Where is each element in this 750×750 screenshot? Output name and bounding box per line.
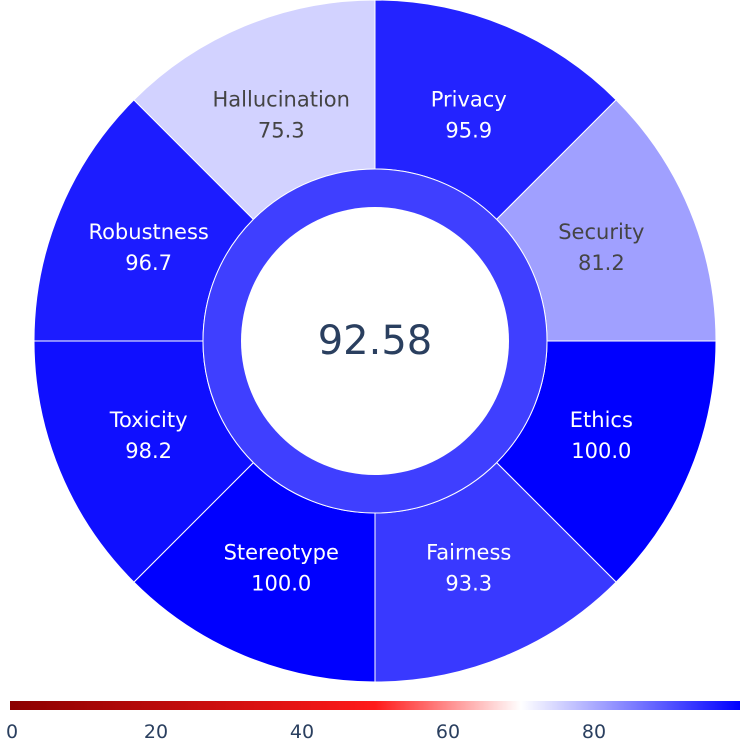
segment-value-robustness: 96.7 xyxy=(125,251,172,275)
colorbar-tick-20: 20 xyxy=(144,721,168,743)
segment-label-toxicity: Toxicity xyxy=(109,408,188,432)
colorbar-ticks: 0 20 40 60 80 xyxy=(6,721,606,743)
segment-value-hallucination: 75.3 xyxy=(258,119,305,143)
segment-label-hallucination: Hallucination xyxy=(213,88,350,112)
segment-label-fairness: Fairness xyxy=(426,540,511,564)
segment-label-robustness: Robustness xyxy=(88,220,208,244)
segment-label-ethics: Ethics xyxy=(570,408,633,432)
colorbar-tick-60: 60 xyxy=(436,721,460,743)
segments-layer: Privacy 95.9 Security 81.2 Ethics 100.0 Fairne… xyxy=(33,0,717,683)
segment-value-privacy: 95.9 xyxy=(445,119,492,143)
segment-value-fairness: 93.3 xyxy=(445,571,492,595)
segment-label-security: Security xyxy=(558,220,644,244)
segment-value-toxicity: 98.2 xyxy=(125,439,172,463)
colorbar-gradient xyxy=(10,701,740,710)
segment-value-ethics: 100.0 xyxy=(571,439,631,463)
center-hole xyxy=(241,207,509,475)
colorbar-tick-80: 80 xyxy=(582,721,606,743)
segment-value-stereotype: 100.0 xyxy=(251,571,311,595)
segment-value-security: 81.2 xyxy=(578,251,625,275)
center-value: 92.58 xyxy=(318,318,433,364)
segment-label-privacy: Privacy xyxy=(431,88,507,112)
colorbar-tick-0: 0 xyxy=(6,721,18,743)
segment-label-stereotype: Stereotype xyxy=(224,540,339,564)
colorbar-tick-40: 40 xyxy=(290,721,314,743)
colorbar: 0 20 40 60 80 xyxy=(6,701,740,743)
center-layer: 92.58 xyxy=(202,168,548,514)
